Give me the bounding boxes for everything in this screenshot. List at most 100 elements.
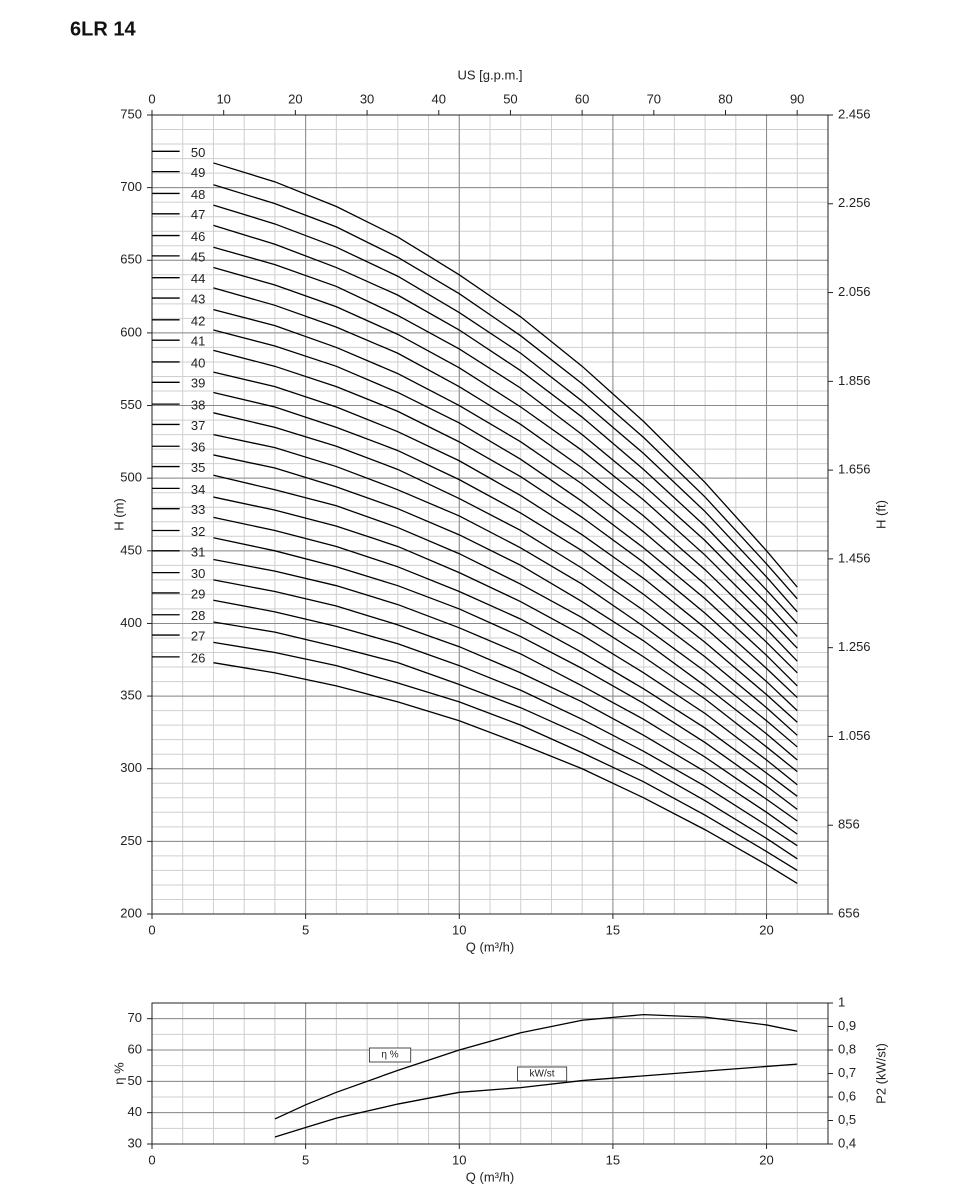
series-label: 26: [191, 650, 205, 665]
series-line: [152, 592, 798, 847]
x2-tick-label: 30: [360, 91, 374, 106]
y-tick-label: 400: [120, 615, 142, 630]
series-label: 47: [191, 207, 205, 222]
y-tick-label: 700: [120, 179, 142, 194]
y-tick-label: 70: [128, 1010, 142, 1025]
series-line: [152, 319, 798, 687]
y2-tick-label: 2.256: [838, 195, 871, 210]
x-tick-label: 20: [759, 922, 773, 937]
y-tick-label: 600: [120, 324, 142, 339]
x2-axis-label: US [g.p.m.]: [457, 67, 522, 82]
y2-axis-label: H (ft): [873, 500, 888, 529]
y2-tick-label: 2.456: [838, 106, 871, 121]
x2-tick-label: 80: [718, 91, 732, 106]
x-tick-label: 15: [606, 1152, 620, 1167]
series-label: 39: [191, 376, 205, 391]
series-label: η %: [381, 1050, 398, 1061]
plot-frame: [151, 114, 829, 915]
y-tick-label: 650: [120, 252, 142, 267]
series-label: 46: [191, 229, 205, 244]
series-label: 27: [191, 629, 205, 644]
series-label: 31: [191, 544, 205, 559]
series-line: [152, 403, 798, 736]
x2-tick-label: 0: [148, 91, 155, 106]
plot-frame: [151, 1002, 829, 1145]
y2-tick-label: 1.056: [838, 728, 871, 743]
series-line: [152, 423, 798, 748]
y-tick-label: 40: [128, 1104, 142, 1119]
series-line: [152, 529, 798, 810]
series-line: [152, 150, 798, 588]
x2-tick-label: 90: [790, 91, 804, 106]
y-tick-label: 750: [120, 106, 142, 121]
x-tick-label: 5: [302, 922, 309, 937]
chart: 2002503003504004505005506006507007506568…: [111, 67, 888, 954]
series-label: 29: [191, 586, 205, 601]
x-tick-label: 0: [148, 922, 155, 937]
x2-tick-label: 50: [503, 91, 517, 106]
series-label: 41: [191, 334, 205, 349]
series-label: 30: [191, 566, 205, 581]
y2-tick-label: 0,6: [838, 1088, 856, 1103]
series-label: 48: [191, 187, 205, 202]
y-tick-label: 450: [120, 542, 142, 557]
y-axis-label: η %: [111, 1062, 126, 1085]
series-label: 33: [191, 502, 205, 517]
y2-axis-label: P2 (kW/st): [873, 1043, 888, 1104]
y-tick-label: 350: [120, 688, 142, 703]
series-label: 36: [191, 440, 205, 455]
y2-tick-label: 0,5: [838, 1112, 856, 1127]
y-tick-label: 300: [120, 760, 142, 775]
x-axis-label: Q (m³/h): [466, 939, 514, 954]
x2-tick-label: 10: [216, 91, 230, 106]
series-label: kW/st: [530, 1069, 555, 1080]
x-tick-label: 10: [452, 1152, 466, 1167]
series-line: [152, 550, 798, 822]
y2-tick-label: 1.856: [838, 373, 871, 388]
series-label: 42: [191, 313, 205, 328]
series-label: 49: [191, 165, 205, 180]
series-label: 38: [191, 398, 205, 413]
y2-tick-label: 0,9: [838, 1018, 856, 1033]
series-line: [274, 1013, 798, 1120]
series-line: [152, 634, 798, 871]
x-tick-label: 0: [148, 1152, 155, 1167]
y-tick-label: 30: [128, 1135, 142, 1150]
y-tick-label: 200: [120, 905, 142, 920]
y2-tick-label: 1.656: [838, 462, 871, 477]
y2-tick-label: 856: [838, 817, 860, 832]
series-label: 50: [191, 145, 205, 160]
y2-tick-label: 0,8: [838, 1041, 856, 1056]
series-line: [152, 255, 798, 649]
page-title: 6LR 14: [70, 18, 136, 40]
y-tick-label: 60: [128, 1041, 142, 1056]
series-label: 35: [191, 460, 205, 475]
series-label: 40: [191, 355, 205, 370]
y2-tick-label: 1.256: [838, 639, 871, 654]
x-tick-label: 5: [302, 1152, 309, 1167]
series-line: [152, 277, 798, 662]
series-label: 32: [191, 524, 205, 539]
series-label: 37: [191, 418, 205, 433]
series-line: [274, 1063, 798, 1138]
series-label-box: [368, 1047, 412, 1063]
series-line: [152, 487, 798, 786]
x-tick-label: 15: [606, 922, 620, 937]
series-label-box: [517, 1066, 568, 1082]
x2-tick-label: 60: [575, 91, 589, 106]
y-axis-label: H (m): [111, 498, 126, 531]
y-tick-label: 250: [120, 833, 142, 848]
series-label: 45: [191, 249, 205, 264]
x2-tick-label: 40: [432, 91, 446, 106]
y2-tick-label: 0,4: [838, 1135, 856, 1150]
series-line: [152, 445, 798, 761]
series-line: [152, 614, 798, 860]
series-line: [152, 339, 798, 699]
x-axis-label: Q (m³/h): [466, 1169, 514, 1184]
series-line: [152, 508, 798, 797]
y-tick-label: 50: [128, 1073, 142, 1088]
y-tick-label: 500: [120, 470, 142, 485]
x2-tick-label: 70: [647, 91, 661, 106]
